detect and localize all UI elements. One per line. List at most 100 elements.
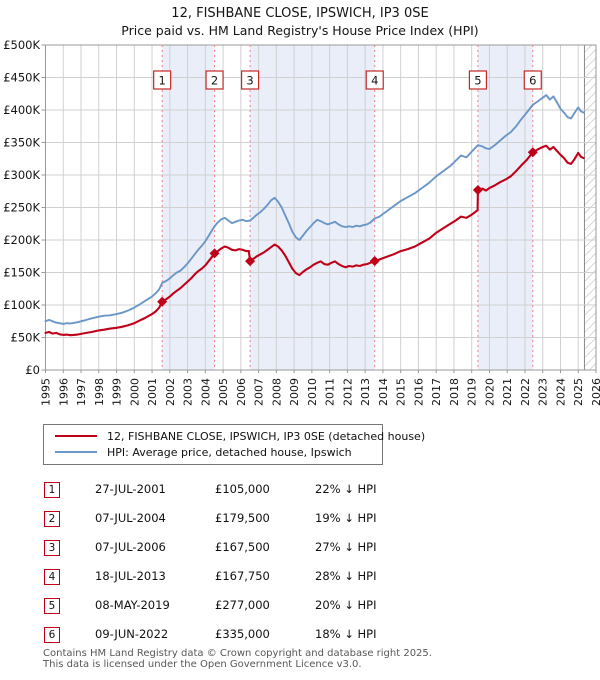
sale-number-flag-label: 6 [529,74,536,88]
x-axis-tick-label: 2026 [590,378,600,406]
sale-hpi-delta: 22% ↓ HPI [315,482,377,496]
sale-number-flag [240,70,260,90]
sale-point-marker [245,256,256,267]
sale-price: £335,000 [215,627,270,641]
y-axis-tick-label: £450K [3,71,40,85]
sale-hpi-delta: 27% ↓ HPI [315,540,377,554]
sale-hpi-delta: 20% ↓ HPI [315,598,377,612]
table-row: 5 08-MAY-2019 £277,000 20% ↓ HPI [43,592,563,621]
legend-label: HPI: Average price, detached house, Ipsw… [107,445,352,459]
x-axis-tick-label: 2018 [448,378,461,406]
table-row: 2 07-JUL-2004 £179,500 19% ↓ HPI [43,505,563,534]
x-axis-tick-label: 1997 [75,378,88,406]
sale-price: £179,500 [215,511,270,525]
y-axis-tick-label: £50K [11,331,41,345]
sale-number-flag-label: 2 [211,74,218,88]
sale-number-flag [365,70,384,90]
price-history-chart: 1 2 3 4 5 6 £0 £50K £100K £150K £200K £250K £300K £35… [3,38,600,406]
copyright-footer: Contains HM Land Registry data © Crown c… [43,648,432,670]
x-axis-tick-label: 2012 [341,378,354,406]
sale-number-flag-label: 5 [474,74,481,88]
chart-legend: 12, FISHBANE CLOSE, IPSWICH, IP3 0SE (de… [43,424,425,465]
sale-number-badge: 6 [44,627,60,643]
sale-number-flag [205,70,224,90]
x-axis-tick-label: 2003 [182,378,195,406]
sale-point-marker [157,296,168,307]
footer-line: This data is licensed under the Open Gov… [43,658,362,670]
sale-price: £105,000 [215,482,270,496]
x-axis-tick-label: 2022 [519,378,532,406]
sale-number-flag [153,70,172,90]
y-axis-tick-label: £300K [3,168,40,182]
sale-date: 18-JUL-2013 [95,569,166,583]
sale-date: 27-JUL-2001 [95,482,166,496]
price-paid-line [44,144,585,337]
sale-number-flag-label: 3 [246,74,253,88]
y-axis-tick-label: £350K [3,136,40,150]
sale-point-marker [369,255,380,266]
legend-item-hpi: HPI: Average price, detached house, Ipsw… [50,444,376,460]
page-subtitle: Price paid vs. HM Land Registry's House … [121,23,479,38]
y-axis-tick-label: £400K [3,103,40,117]
x-axis-tick-label: 2004 [199,378,212,406]
sale-hpi-delta: 19% ↓ HPI [315,511,377,525]
sale-price: £277,000 [215,598,270,612]
sale-number-badge: 2 [44,511,60,527]
sale-hpi-delta: 28% ↓ HPI [315,569,377,583]
x-axis-tick-label: 1995 [40,378,53,406]
sale-number-badge: 4 [44,569,60,585]
sale-date: 07-JUL-2004 [95,511,166,525]
sale-point-marker [527,147,538,158]
legend-label: 12, FISHBANE CLOSE, IPSWICH, IP3 0SE (de… [107,429,426,443]
x-axis-tick-label: 1998 [93,378,106,406]
legend-item-property: 12, FISHBANE CLOSE, IPSWICH, IP3 0SE (de… [50,428,425,444]
footer-line: Contains HM Land Registry data © Crown c… [43,648,432,659]
x-axis-tick-label: 2025 [572,378,585,406]
sale-date: 08-MAY-2019 [95,598,170,612]
x-axis-tick-label: 2014 [377,378,390,406]
sale-hpi-delta: 18% ↓ HPI [315,627,377,641]
sale-price: £167,750 [215,569,270,583]
red-line-swatch [55,435,97,437]
x-axis-tick-label: 2010 [306,378,319,406]
table-row: 6 09-JUN-2022 £335,000 18% ↓ HPI [43,621,563,650]
table-row: 4 18-JUL-2013 £167,750 28% ↓ HPI [43,563,563,592]
sale-date: 07-JUL-2006 [95,540,166,554]
x-axis-tick-label: 2006 [235,378,248,406]
sale-number-flag [468,70,488,90]
x-axis-tick-label: 2024 [554,378,567,406]
x-axis-tick-label: 2005 [217,378,230,406]
y-axis-tick-label: £250K [3,201,40,215]
sale-number-flag-label: 4 [371,74,378,88]
page-title: 12, FISHBANE CLOSE, IPSWICH, IP3 0SE [171,6,429,21]
x-axis-tick-label: 2021 [501,378,514,406]
x-axis-tick-label: 2020 [483,378,496,406]
x-axis-tick-label: 1996 [57,378,70,406]
x-axis-tick-label: 2000 [128,378,141,406]
y-axis-tick-label: £0 [25,363,40,377]
sale-price: £167,500 [215,540,270,554]
sale-number-flag-label: 1 [159,74,166,88]
sale-number-badge: 3 [44,540,60,556]
table-row: 1 27-JUL-2001 £105,000 22% ↓ HPI [43,476,563,505]
x-axis-tick-label: 2016 [412,378,425,406]
sale-date: 09-JUN-2022 [95,627,169,641]
table-row: 3 07-JUL-2006 £167,500 27% ↓ HPI [43,534,563,563]
x-axis-tick-label: 2011 [324,378,337,406]
y-axis-tick-label: £200K [3,233,40,247]
x-axis-tick-label: 2001 [146,378,159,406]
x-axis-tick-label: 2008 [270,378,283,406]
x-axis-tick-label: 2015 [395,378,408,406]
x-axis-tick-label: 2002 [164,378,177,406]
blue-line-swatch [55,451,97,453]
sale-point-marker [472,184,483,195]
y-axis-tick-label: £100K [3,298,40,312]
x-axis-tick-label: 1999 [111,378,124,406]
x-axis-tick-label: 2007 [253,378,266,406]
sale-number-badge: 1 [44,482,60,498]
x-axis-tick-label: 2013 [359,378,372,406]
x-axis-tick-label: 2017 [430,378,443,406]
x-axis-tick-label: 2019 [466,378,479,406]
sale-number-badge: 5 [44,598,60,614]
